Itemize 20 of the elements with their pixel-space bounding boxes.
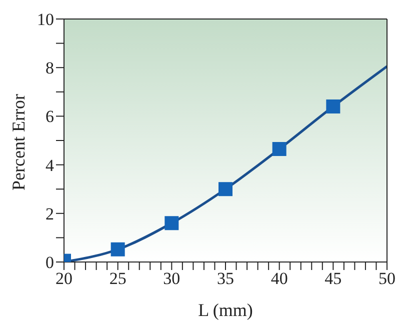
x-tick-label: 30	[163, 269, 180, 288]
x-tick-label: 40	[270, 269, 288, 288]
x-tick-label: 35	[217, 269, 234, 288]
y-tick-label: 2	[46, 204, 54, 224]
y-tick-label: 0	[46, 253, 54, 272]
y-axis-title: Percent Error	[8, 94, 28, 190]
x-tick-label: 50	[378, 269, 396, 288]
point	[272, 142, 286, 156]
y-tick-label: 10	[37, 10, 54, 30]
point	[164, 216, 179, 230]
y-tick-label: 8	[46, 58, 54, 78]
x-tick-label: 20	[56, 269, 72, 288]
point	[326, 99, 340, 114]
x-tick-label: 45	[324, 269, 342, 288]
y-tick-label: 6	[46, 107, 54, 126]
point	[110, 242, 125, 256]
y-tick-label: 4	[46, 156, 54, 175]
x-axis-title: L (mm)	[198, 300, 253, 320]
point	[218, 182, 232, 196]
x-tick-label: 25	[109, 269, 126, 288]
